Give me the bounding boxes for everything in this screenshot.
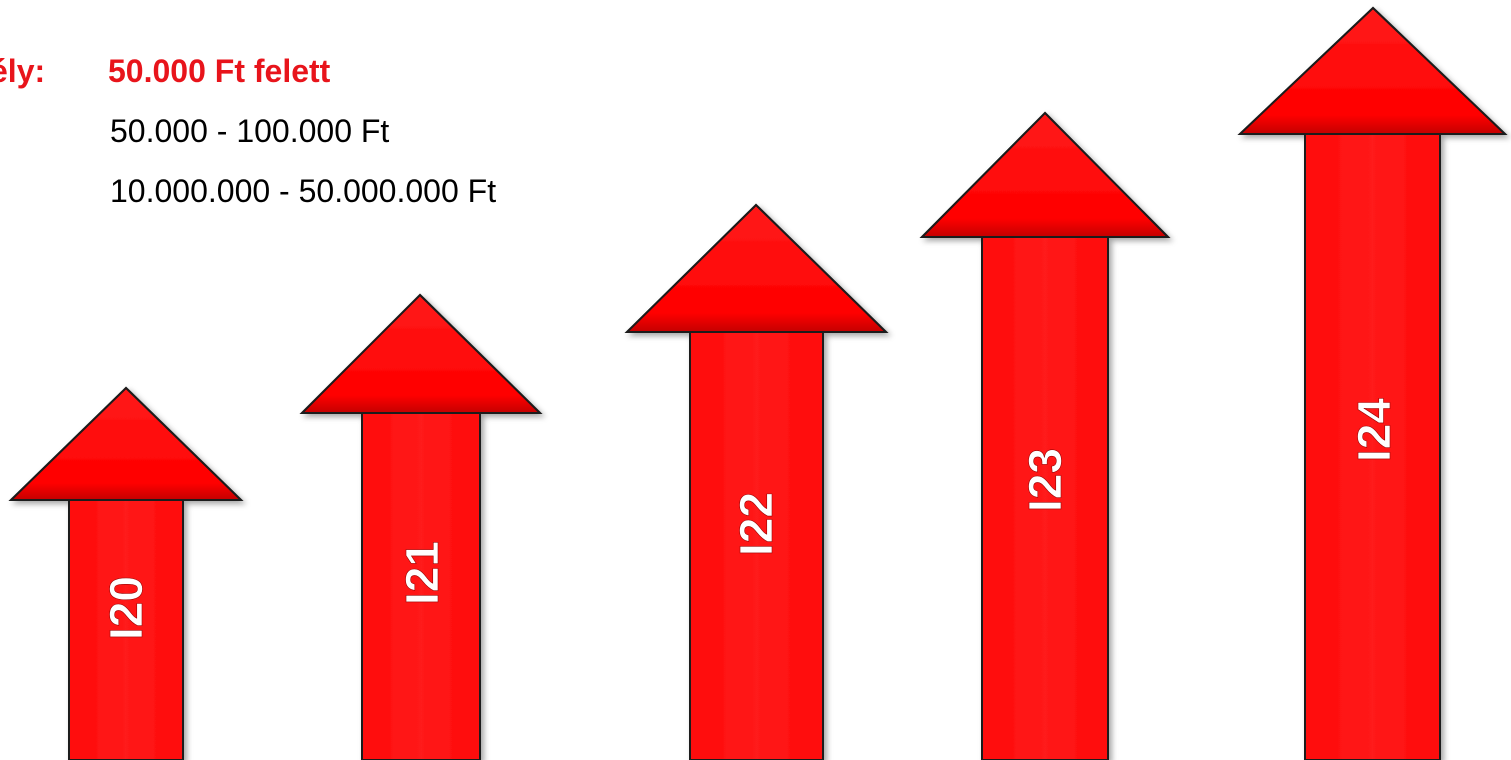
arrow-label-i24: I24	[1348, 398, 1400, 462]
arrow-label-i22: I22	[730, 492, 782, 556]
arrow-label-i23: I23	[1019, 448, 1071, 512]
range-label-1: 50.000 - 100.000 Ft	[110, 113, 390, 149]
arrow-i22: I22	[624, 203, 889, 760]
arrow-i20: I20	[8, 386, 244, 760]
label-prefix: ély:	[0, 53, 46, 89]
arrow-i21: I21	[299, 293, 543, 760]
threshold-label: 50.000 Ft felett	[108, 53, 331, 89]
arrow-label-i20: I20	[100, 576, 152, 640]
arrow-i23: I23	[919, 111, 1171, 760]
arrow-i24: I24	[1237, 6, 1508, 760]
range-label-2: 10.000.000 - 50.000.000 Ft	[110, 173, 497, 209]
arrow-label-i21: I21	[396, 541, 448, 605]
